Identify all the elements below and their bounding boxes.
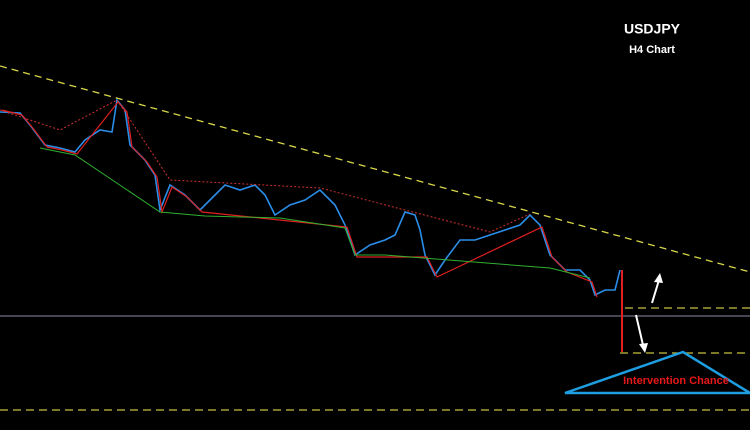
chart-subtitle: H4 Chart (629, 44, 675, 56)
arrow-head (654, 273, 663, 283)
arrow-up (651, 279, 660, 304)
trendline (0, 65, 750, 273)
triangle (564, 350, 750, 395)
pattern-line (39, 147, 591, 279)
pattern-line (0, 99, 531, 233)
arrow-down (635, 314, 644, 346)
chart-title: USDJPY (624, 21, 681, 37)
annotation: Intervention Chance (623, 375, 729, 387)
arrow-head (639, 343, 648, 353)
price-path (0, 98, 621, 297)
price-path-down (1, 101, 598, 298)
